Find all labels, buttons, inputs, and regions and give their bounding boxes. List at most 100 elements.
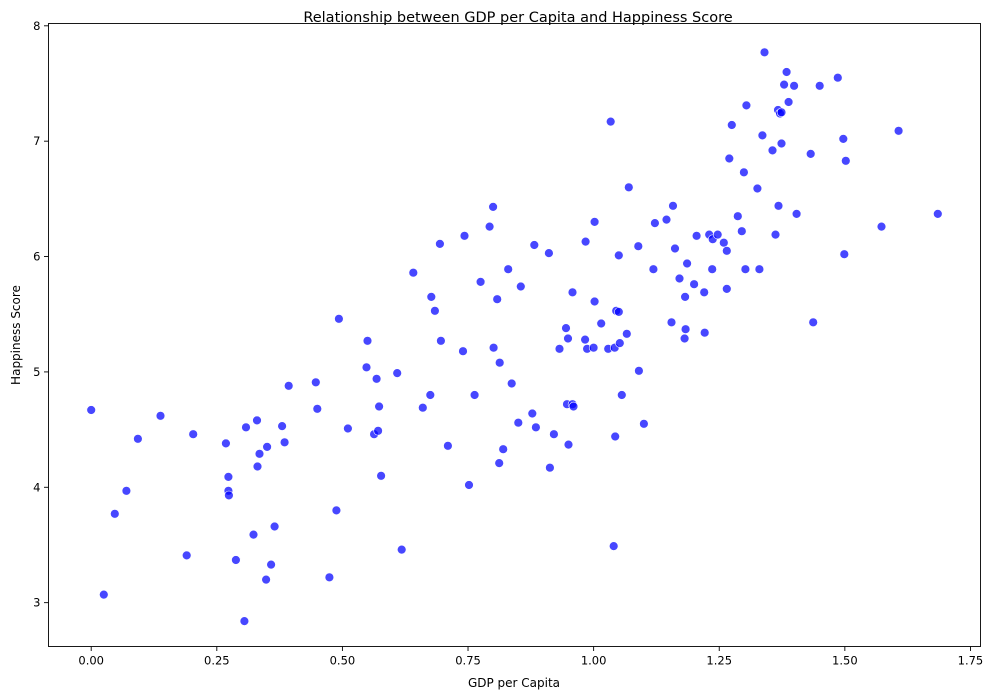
y-axis: 3 4 5 6 7 8 (33, 19, 49, 610)
data-point (589, 296, 600, 307)
x-tick-label: 1.00 (581, 654, 607, 668)
data-points (86, 47, 943, 626)
data-point (279, 437, 290, 447)
data-point (589, 217, 600, 227)
data-point (670, 243, 680, 254)
data-point (248, 529, 259, 540)
data-point (648, 264, 659, 274)
data-point (567, 287, 578, 297)
data-point (568, 401, 579, 412)
data-point (679, 333, 690, 344)
data-point (622, 329, 632, 339)
x-tick-label: 0.25 (204, 654, 230, 668)
data-point (99, 589, 109, 600)
data-point (719, 238, 729, 248)
plot-frame (48, 23, 981, 647)
data-point (781, 67, 792, 77)
data-point (739, 167, 749, 178)
data-point (224, 490, 234, 501)
data-point (371, 374, 382, 384)
data-point (776, 107, 787, 118)
data-point (805, 149, 816, 159)
data-point (839, 249, 849, 259)
data-point (182, 550, 192, 561)
data-point (741, 100, 752, 111)
data-point (563, 333, 573, 344)
data-point (513, 418, 523, 428)
data-point (699, 328, 710, 338)
data-point (133, 434, 143, 444)
data-point (312, 404, 322, 414)
data-point (789, 81, 799, 91)
data-point (776, 138, 787, 149)
data-point (727, 120, 737, 130)
data-point (712, 229, 723, 240)
data-point (737, 226, 747, 236)
data-point (110, 509, 120, 519)
data-point (808, 317, 818, 327)
data-point (838, 134, 848, 144)
data-point (722, 246, 732, 256)
x-tick-label: 1.25 (706, 654, 732, 668)
data-point (624, 182, 634, 193)
data-point (376, 471, 386, 481)
data-point (770, 229, 781, 240)
data-point (443, 441, 453, 451)
data-point (430, 306, 440, 316)
data-point (752, 183, 763, 194)
data-point (231, 555, 241, 565)
data-point (614, 307, 624, 317)
data-point (464, 480, 474, 490)
data-point (617, 390, 627, 400)
data-point (373, 426, 383, 436)
data-point (722, 284, 732, 294)
x-tick-label: 1.75 (958, 654, 984, 668)
data-point (791, 209, 802, 219)
y-axis-label: Happiness Score (9, 285, 23, 385)
data-point (269, 521, 280, 532)
data-point (503, 264, 513, 274)
data-point (680, 292, 690, 302)
data-point (334, 314, 344, 324)
data-point (561, 323, 571, 333)
x-axis-label: GDP per Capita (468, 676, 560, 690)
data-point (492, 294, 502, 304)
data-point (674, 273, 685, 284)
data-point (759, 47, 770, 57)
data-point (680, 324, 691, 334)
data-point (650, 218, 660, 228)
data-point (507, 378, 517, 389)
data-point (661, 214, 672, 225)
data-point (435, 239, 445, 249)
data-point (783, 97, 794, 107)
data-point (707, 264, 717, 274)
data-point (475, 277, 486, 287)
data-point (733, 211, 743, 221)
y-tick-label: 7 (33, 134, 40, 148)
data-point (614, 250, 624, 261)
data-point (343, 423, 353, 434)
data-point (392, 368, 402, 378)
x-tick-label: 0.00 (78, 654, 104, 668)
data-point (425, 390, 435, 400)
data-point (689, 279, 699, 289)
data-point (545, 463, 555, 473)
data-point (397, 544, 407, 555)
data-point (531, 422, 541, 432)
data-point (588, 343, 599, 353)
y-tick-label: 4 (33, 480, 40, 494)
data-point (608, 541, 619, 551)
data-point (841, 156, 851, 166)
data-point (596, 318, 606, 329)
data-point (580, 334, 590, 345)
data-point (488, 202, 498, 212)
data-point (188, 429, 198, 439)
data-point (633, 241, 643, 251)
y-tick-label: 5 (33, 365, 40, 379)
y-tick-label: 6 (33, 250, 40, 264)
data-point (668, 201, 678, 211)
data-point (121, 486, 132, 496)
data-point (580, 236, 591, 247)
x-tick-label: 0.50 (330, 654, 356, 668)
data-point (362, 336, 373, 346)
